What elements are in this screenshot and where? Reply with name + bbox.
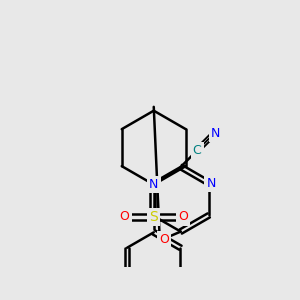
Text: O: O bbox=[159, 233, 169, 246]
Text: O: O bbox=[120, 211, 129, 224]
Text: S: S bbox=[149, 210, 158, 224]
Text: N: N bbox=[211, 127, 220, 140]
Text: N: N bbox=[206, 177, 216, 190]
Text: C: C bbox=[193, 144, 201, 157]
Text: O: O bbox=[178, 211, 188, 224]
Text: N: N bbox=[149, 178, 158, 191]
